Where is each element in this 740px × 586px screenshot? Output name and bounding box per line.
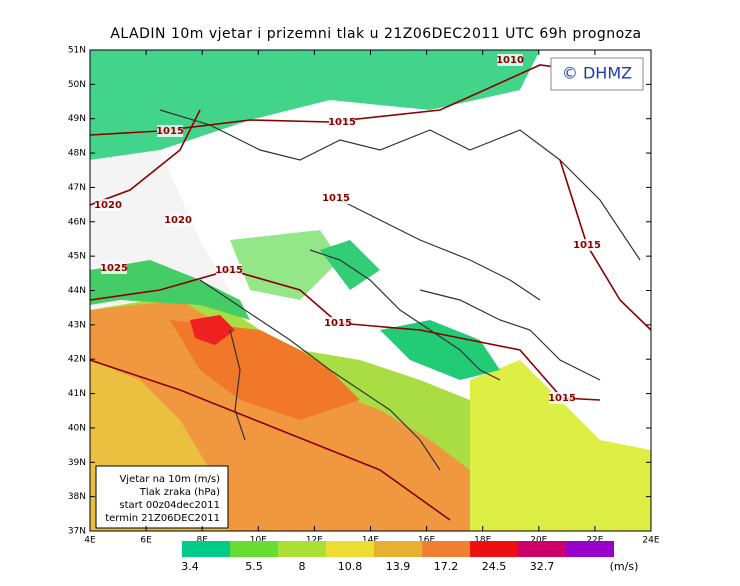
- isobar-label-bg: [216, 264, 242, 276]
- info-line: Tlak zraka (hPa): [139, 487, 220, 498]
- legend-threshold: 10.8: [338, 560, 363, 573]
- isobar-label: 1015: [215, 265, 243, 276]
- lat-label: 40N: [68, 423, 86, 433]
- logo-box: [550, 57, 644, 91]
- lat-label: 45N: [68, 252, 86, 262]
- info-line: Vjetar na 10m (m/s): [119, 474, 220, 485]
- legend-threshold: 24.5: [482, 560, 507, 573]
- lon-label: 18E: [474, 536, 491, 546]
- isobar-label: 1020: [94, 200, 122, 211]
- lon-label: 8E: [196, 536, 208, 546]
- lat-label: 37N: [68, 527, 86, 537]
- legend-threshold: 5.5: [245, 560, 263, 573]
- map-title: ALADIN 10m vjetar i prizemni tlak u 21Z0…: [110, 26, 641, 42]
- isobar-label: 1015: [324, 318, 352, 329]
- lat-label: 48N: [68, 149, 86, 159]
- isobar-label-bg: [157, 125, 183, 137]
- isobar-label: 1025: [100, 263, 128, 274]
- lon-label: 20E: [530, 536, 547, 546]
- legend-threshold: 3.4: [181, 560, 199, 573]
- lat-label: 50N: [68, 80, 86, 90]
- isobar-label-bg: [549, 392, 575, 404]
- isobar-label-bg: [574, 239, 600, 251]
- legend-swatch: [422, 541, 470, 557]
- lat-label: 46N: [68, 217, 86, 227]
- isobar-label-bg: [101, 262, 127, 274]
- legend-swatch: [278, 541, 326, 557]
- info-line: start 00z04dec2011: [119, 500, 220, 511]
- lat-label: 47N: [68, 183, 86, 193]
- isobar-label: 1015: [328, 117, 356, 128]
- lon-label: 12E: [306, 536, 323, 546]
- isobar-label: 1010: [496, 55, 524, 66]
- legend-swatch: [182, 541, 230, 557]
- lat-label: 43N: [68, 320, 86, 330]
- lat-label: 49N: [68, 114, 86, 124]
- lat-label: 41N: [68, 389, 86, 399]
- isobar-label-bg: [165, 214, 191, 226]
- isobar-label: 1015: [573, 240, 601, 251]
- lon-label: 24E: [642, 536, 659, 546]
- lat-label: 39N: [68, 458, 86, 468]
- isobar-label-bg: [325, 317, 351, 329]
- legend-swatch: [230, 541, 278, 557]
- lat-label: 42N: [68, 355, 86, 365]
- lon-label: 16E: [418, 536, 435, 546]
- lon-label: 4E: [84, 536, 96, 546]
- legend-threshold: 8: [299, 560, 306, 573]
- map-field: [90, 50, 651, 531]
- lon-label: 6E: [140, 536, 152, 546]
- isobar-label-bg: [329, 116, 355, 128]
- lon-label: 14E: [362, 536, 379, 546]
- legend-unit: (m/s): [610, 560, 639, 573]
- legend-swatch: [518, 541, 566, 557]
- info-line: termin 21Z06DEC2011: [105, 513, 220, 524]
- legend-swatch: [374, 541, 422, 557]
- legend-threshold: 17.2: [434, 560, 459, 573]
- legend-swatch: [566, 541, 614, 557]
- lat-label: 44N: [68, 286, 86, 296]
- isobar-label-bg: [323, 192, 349, 204]
- lat-label: 51N: [68, 46, 86, 56]
- isobar-label-bg: [497, 54, 523, 66]
- legend-threshold: 32.7: [530, 560, 555, 573]
- lon-label: 22E: [586, 536, 603, 546]
- legend-swatch: [470, 541, 518, 557]
- isobar-label-bg: [95, 199, 121, 211]
- isobar-label: 1015: [156, 126, 184, 137]
- logo: © DHMZ: [562, 64, 632, 83]
- isobar-label: 1015: [548, 393, 576, 404]
- isobar-label: 1015: [322, 193, 350, 204]
- lon-label: 10E: [250, 536, 267, 546]
- info-box: Vjetar na 10m (m/s) Tlak zraka (hPa) start…: [95, 465, 229, 529]
- isobar-label: 1020: [164, 215, 192, 226]
- legend-swatch: [326, 541, 374, 557]
- lat-label: 38N: [68, 492, 86, 502]
- legend-threshold: 13.9: [386, 560, 411, 573]
